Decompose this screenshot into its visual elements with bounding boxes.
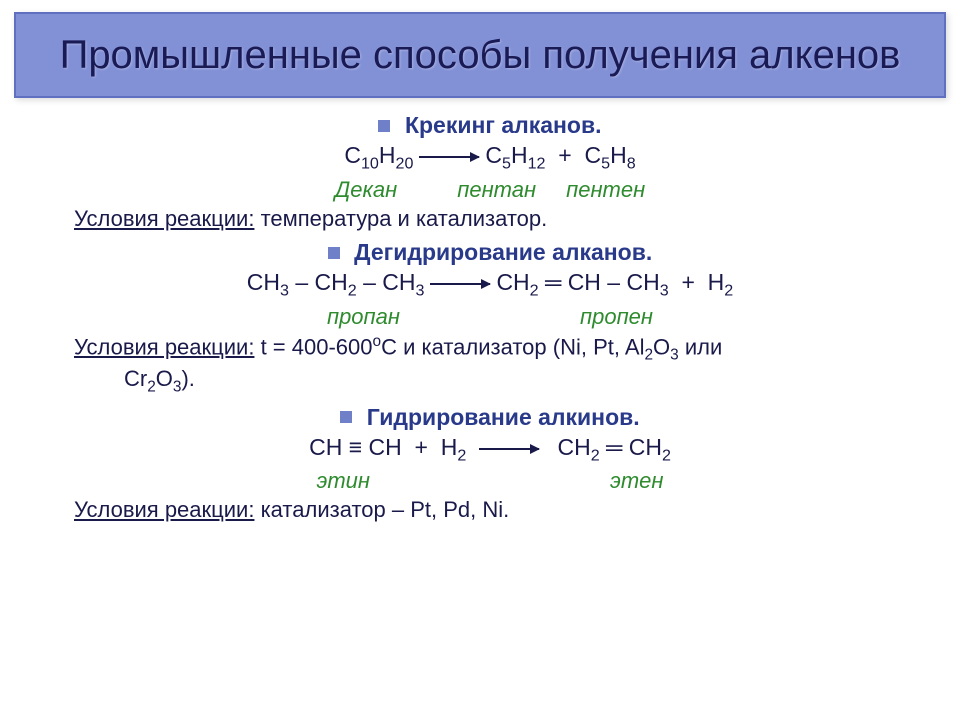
- method-1-header: Крекинг алканов.: [74, 112, 906, 139]
- method-3-header: Гидрирование алкинов.: [74, 404, 906, 431]
- method-3-labels: этинэтен: [74, 468, 906, 494]
- method-2-title: Дегидрирование алканов.: [354, 239, 652, 265]
- method-2-equation: CH3 – CH2 – CH3CH2 ═ CH – CH3 + H2: [74, 268, 906, 302]
- method-3-title: Гидрирование алкинов.: [367, 404, 640, 430]
- method-2-labels: пропанпропен: [74, 304, 906, 330]
- bullet-icon: [340, 411, 352, 423]
- slide: Промышленные способы получения алкенов К…: [0, 0, 960, 720]
- method-3-equation: CH ≡ CH + H2 CH2 ═ CH2: [74, 433, 906, 467]
- method-3-conditions: Условия реакции: катализатор – Pt, Pd, N…: [74, 496, 906, 525]
- method-2-conditions: Условия реакции: t = 400-600оС и катализ…: [74, 332, 906, 398]
- method-1-title: Крекинг алканов.: [405, 112, 602, 138]
- method-1-labels: Деканпентанпентен: [74, 177, 906, 203]
- method-1-equation: C10H20C5H12 + C5H8: [74, 141, 906, 175]
- bullet-icon: [378, 120, 390, 132]
- method-2-header: Дегидрирование алканов.: [74, 239, 906, 266]
- slide-title: Промышленные способы получения алкенов: [40, 32, 920, 78]
- content-area: Крекинг алканов. C10H20C5H12 + C5H8 Дека…: [14, 112, 946, 525]
- bullet-icon: [328, 247, 340, 259]
- method-1-conditions: Условия реакции: температура и катализат…: [74, 205, 906, 234]
- title-box: Промышленные способы получения алкенов: [14, 12, 946, 98]
